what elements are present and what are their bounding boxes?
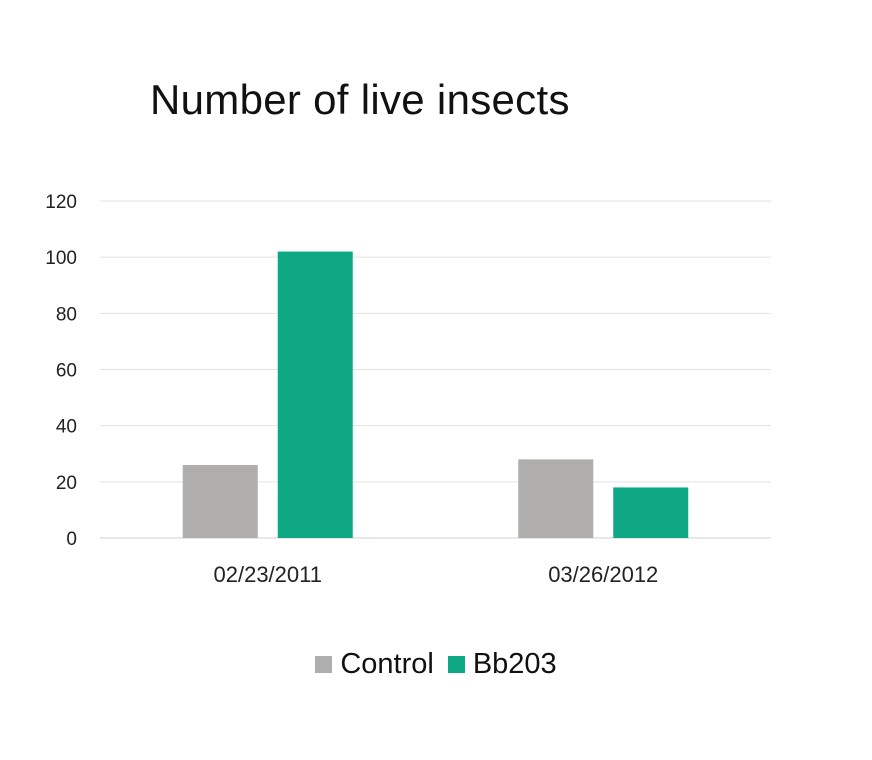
bar-control-1 xyxy=(518,459,594,538)
legend-label-control: Control xyxy=(340,648,434,680)
y-tick-label: 100 xyxy=(45,248,77,269)
legend-label-bb203: Bb203 xyxy=(472,648,557,680)
bar-chart: 0 20 40 60 80 100 120 02/23/2011 03/26/2012 xyxy=(45,192,771,587)
y-tick-label: 40 xyxy=(56,417,77,438)
y-tick-label: 0 xyxy=(66,529,77,550)
y-tick-label: 80 xyxy=(56,304,77,325)
bar-bb203-1 xyxy=(613,487,689,538)
legend-swatch-bb203 xyxy=(447,656,465,673)
bar-control-0 xyxy=(182,464,258,538)
x-category-label: 03/26/2012 xyxy=(548,562,658,587)
y-tick-label: 120 xyxy=(45,192,77,213)
x-category-label: 02/23/2011 xyxy=(214,562,322,587)
bar-bb203-0 xyxy=(277,251,353,539)
legend-item-control: Control xyxy=(315,648,434,681)
y-tick-label: 60 xyxy=(56,361,77,382)
legend-item-bb203: Bb203 xyxy=(447,648,557,681)
x-axis-labels: 02/23/2011 03/26/2012 xyxy=(214,562,659,587)
bars xyxy=(182,251,689,539)
legend-swatch-control xyxy=(315,656,333,673)
chart-title: Number of live insects xyxy=(150,76,570,123)
y-axis-ticks: 0 20 40 60 80 100 120 xyxy=(45,192,77,550)
legend: Control Bb203 xyxy=(0,648,872,681)
y-tick-label: 20 xyxy=(56,473,77,494)
